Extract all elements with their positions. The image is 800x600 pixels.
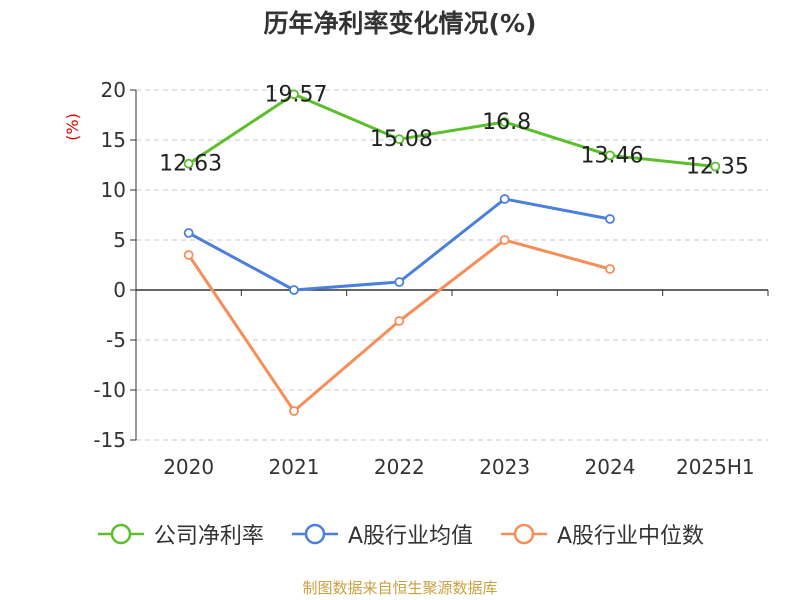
legend-label: 公司净利率 — [153, 524, 264, 549]
data-point — [183, 228, 194, 238]
axes: 20 15 10 5 0 -5 -10 -15 2020 2021 2022 2023 2024 2025… — [93, 78, 769, 479]
data-label: 16.8 — [482, 110, 531, 135]
x-tick-label: 2022 — [374, 455, 425, 479]
x-tick-label: 2020 — [163, 455, 214, 479]
data-point — [394, 134, 405, 145]
legend-label: A股行业中位数 — [557, 524, 705, 549]
data-point — [605, 214, 615, 224]
data-label: 15.08 — [370, 127, 433, 152]
legend-swatch-icon — [291, 523, 338, 545]
data-point — [499, 194, 510, 204]
series-line — [187, 92, 716, 168]
data-point — [710, 161, 721, 172]
chart-title: 历年净利率变化情况(%) — [263, 9, 537, 38]
data-point — [289, 89, 299, 100]
x-tick-label: 2024 — [585, 455, 636, 479]
y-tick-label: -10 — [93, 378, 126, 402]
data-label: 13.46 — [581, 143, 644, 168]
legend-swatch-icon — [501, 523, 547, 545]
legend-label: A股行业均值 — [347, 524, 473, 549]
data-point — [394, 316, 405, 326]
legend-swatch-icon — [97, 523, 144, 545]
y-tick-label: 5 — [113, 228, 126, 252]
series-lines — [183, 89, 721, 416]
data-point — [183, 250, 194, 260]
data-point — [289, 406, 299, 416]
data-label: 12.35 — [686, 155, 749, 180]
data-point — [499, 235, 510, 245]
legend-item[interactable]: 公司净利率 — [96, 518, 264, 550]
x-tick-label: 2023 — [479, 455, 530, 479]
data-label: 12.63 — [159, 152, 222, 177]
x-tick-label: 2025H1 — [676, 455, 755, 479]
y-tick-label: 15 — [101, 128, 126, 152]
data-label: 19.57 — [265, 82, 328, 107]
data-point — [183, 158, 194, 169]
data-point — [605, 150, 615, 161]
legend: 公司净利率 A股行业均值 A股行业中位数 — [0, 518, 800, 550]
data-point — [499, 117, 510, 127]
gridlines — [136, 89, 768, 441]
legend-item[interactable]: A股行业均值 — [290, 518, 473, 550]
legend-item[interactable]: A股行业中位数 — [499, 518, 704, 550]
y-tick-label: 10 — [101, 178, 126, 202]
data-labels: 12.63 19.57 15.08 16.8 13.46 12.35 — [159, 82, 749, 179]
y-tick-label: -5 — [106, 328, 126, 352]
y-tick-label: -15 — [93, 428, 126, 452]
series-line — [187, 197, 611, 292]
y-tick-label: 20 — [101, 78, 126, 102]
x-tick-label: 2021 — [269, 455, 320, 479]
y-axis-label: (%) — [63, 113, 82, 141]
y-tick-label: 0 — [113, 278, 126, 302]
data-point — [394, 277, 405, 287]
source-note: 制图数据来自恒生聚源数据库 — [302, 579, 498, 597]
data-point — [289, 285, 299, 295]
data-point — [605, 264, 615, 274]
